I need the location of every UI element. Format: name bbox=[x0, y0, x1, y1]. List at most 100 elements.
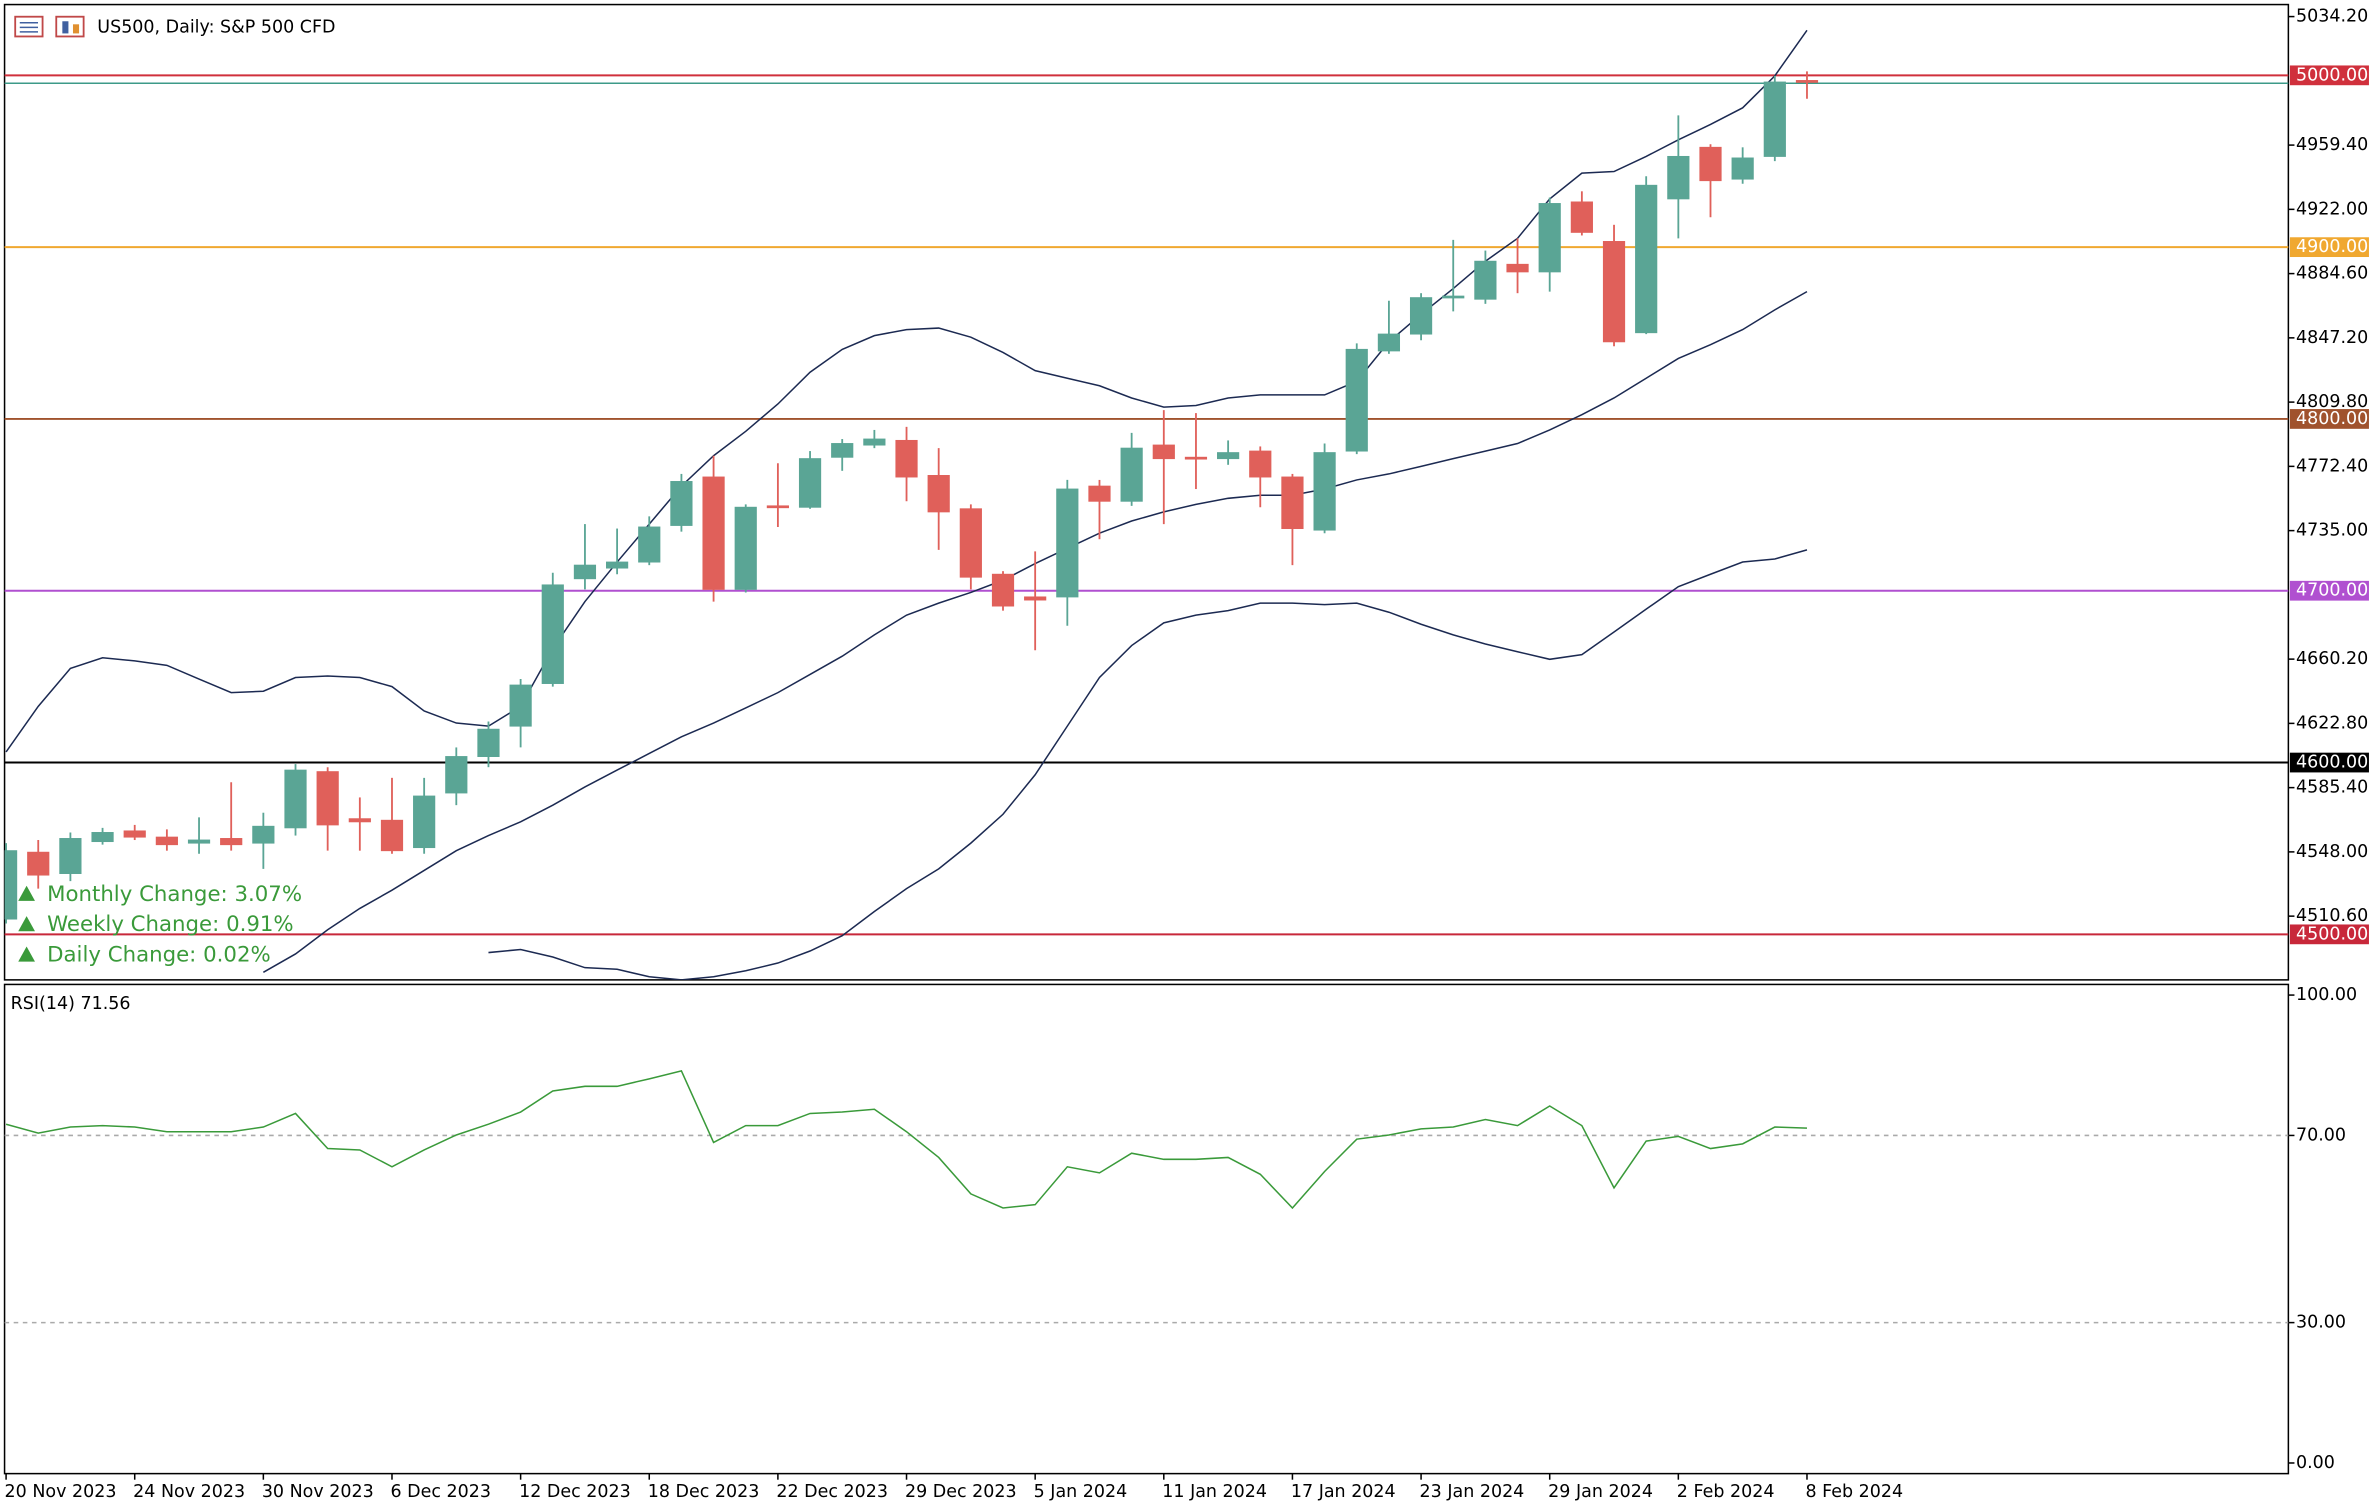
candle-body bbox=[1088, 485, 1111, 502]
level-tag bbox=[2289, 237, 2369, 258]
candle-body bbox=[220, 838, 243, 846]
y-tick-label: 70.00 bbox=[2296, 1125, 2346, 1145]
up-triangle bbox=[18, 916, 35, 932]
annotation: Daily Change: 0.02% bbox=[47, 943, 271, 968]
candle-body bbox=[252, 825, 275, 844]
candle-body bbox=[59, 838, 82, 874]
icon[interactable] bbox=[55, 15, 85, 38]
candle-body bbox=[573, 564, 597, 580]
level-tag bbox=[2289, 65, 2369, 86]
x-tick-label: 12 Dec 2023 bbox=[519, 1482, 631, 1502]
candle-body bbox=[27, 851, 50, 876]
toolbar-icons bbox=[14, 15, 85, 38]
level-label: 5000.00 bbox=[2296, 65, 2368, 85]
candle-body bbox=[123, 830, 146, 838]
main-panel bbox=[3, 3, 2290, 981]
candle-body bbox=[1442, 295, 1465, 299]
level-label: 4700.00 bbox=[2296, 581, 2368, 601]
candle-body bbox=[1506, 263, 1529, 273]
candle-body bbox=[348, 818, 371, 823]
rsi-area bbox=[4, 1069, 2289, 1324]
level-tag bbox=[2289, 580, 2369, 601]
level-label: 4900.00 bbox=[2296, 237, 2368, 257]
y-tick-label: 4884.60 bbox=[2296, 264, 2368, 284]
y-tick-label: 4847.20 bbox=[2296, 328, 2368, 348]
y-tick-label: 4510.60 bbox=[2296, 906, 2368, 926]
x-tick-label: 23 Jan 2024 bbox=[1420, 1482, 1525, 1502]
y-tick-label: 30.00 bbox=[2296, 1313, 2346, 1333]
candle-body bbox=[4, 850, 18, 920]
y-tick-label: 4585.40 bbox=[2296, 778, 2368, 798]
candle-body bbox=[831, 443, 854, 458]
x-tick-label: 6 Dec 2023 bbox=[390, 1482, 491, 1502]
y-tick-label: 5034.20 bbox=[2296, 7, 2368, 27]
candle-body bbox=[895, 439, 918, 478]
candle-body bbox=[1377, 333, 1401, 352]
y-tick-label: 100.00 bbox=[2296, 985, 2357, 1005]
x-tick-label: 11 Jan 2024 bbox=[1162, 1482, 1267, 1502]
candle-body bbox=[477, 728, 500, 757]
x-tick-label: 5 Jan 2024 bbox=[1034, 1482, 1128, 1502]
candle-body bbox=[445, 756, 468, 794]
annotation: Weekly Change: 0.91% bbox=[47, 912, 294, 937]
y-tick-label: 4548.00 bbox=[2296, 842, 2368, 862]
candle-body bbox=[187, 839, 211, 844]
candle-body bbox=[1667, 155, 1690, 200]
y-tick-label: 4735.00 bbox=[2296, 521, 2368, 541]
candle-body bbox=[1731, 157, 1754, 180]
candle-body bbox=[509, 684, 532, 727]
candle-body bbox=[413, 795, 436, 849]
x-tick-label: 8 Feb 2024 bbox=[1805, 1482, 1903, 1502]
rsi-line bbox=[5, 1069, 1808, 1210]
candle-body bbox=[1120, 447, 1143, 502]
candle-body bbox=[766, 505, 789, 509]
up-triangle bbox=[18, 885, 35, 901]
plot-area bbox=[4, 29, 2289, 980]
candle-body bbox=[991, 573, 1015, 607]
x-tick-label: 20 Nov 2023 bbox=[5, 1482, 117, 1502]
candle-body bbox=[959, 508, 982, 578]
level-label: 4800.00 bbox=[2296, 409, 2368, 429]
x-tick-label: 22 Dec 2023 bbox=[776, 1482, 888, 1502]
rsi-title: RSI(14) 71.56 bbox=[11, 994, 131, 1014]
candle-body bbox=[380, 819, 404, 852]
candle-body bbox=[927, 475, 950, 513]
y-tick-label: 4959.40 bbox=[2296, 135, 2368, 155]
candle-body bbox=[1699, 146, 1722, 182]
band-line bbox=[488, 549, 1808, 980]
candle-body bbox=[284, 769, 307, 829]
y-tick-label: 0.00 bbox=[2296, 1453, 2335, 1473]
annotation: Monthly Change: 3.07% bbox=[47, 882, 302, 907]
level-tag bbox=[2289, 409, 2369, 429]
candle-body bbox=[1474, 260, 1497, 300]
candle-body bbox=[1056, 488, 1079, 598]
candle-body bbox=[702, 476, 725, 590]
band-line bbox=[5, 29, 1808, 753]
candle-body bbox=[863, 438, 886, 446]
candle-body bbox=[1570, 201, 1593, 233]
candle-body bbox=[1217, 452, 1240, 460]
candle-body bbox=[541, 584, 564, 684]
chart-title: US500, Daily: S&P 500 CFD bbox=[97, 17, 335, 37]
level-label: 4500.00 bbox=[2296, 924, 2368, 944]
candle-body bbox=[1152, 444, 1175, 460]
candle-body bbox=[1249, 450, 1272, 478]
level-label: 4600.00 bbox=[2296, 753, 2368, 773]
x-tick-label: 24 Nov 2023 bbox=[133, 1482, 245, 1502]
candle-body bbox=[1635, 184, 1658, 334]
icon-bar bbox=[62, 21, 69, 34]
icon-bar bbox=[72, 24, 80, 34]
candle-body bbox=[1313, 452, 1336, 531]
y-tick-label: 4622.80 bbox=[2296, 713, 2368, 733]
candle-body bbox=[1538, 203, 1561, 273]
candle-body bbox=[1281, 476, 1304, 530]
level-tag bbox=[2289, 924, 2369, 945]
y-tick-label: 4660.20 bbox=[2296, 649, 2368, 669]
candle-body bbox=[1345, 348, 1368, 452]
x-tick-label: 29 Dec 2023 bbox=[905, 1482, 1017, 1502]
candle-body bbox=[1602, 241, 1626, 343]
candle-body bbox=[1763, 81, 1786, 157]
